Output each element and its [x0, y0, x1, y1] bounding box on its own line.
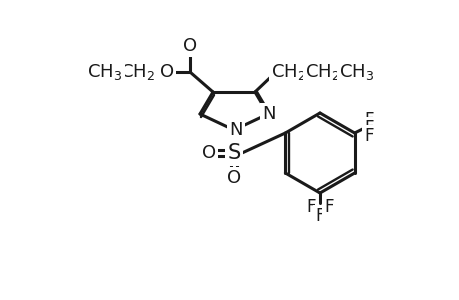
Text: CH$_3$: CH$_3$	[87, 62, 123, 82]
Text: O: O	[160, 63, 174, 81]
Text: N: N	[229, 121, 242, 139]
Text: F: F	[363, 111, 373, 129]
Text: O: O	[202, 144, 216, 162]
Text: O: O	[183, 37, 196, 55]
Text: CH$_2$: CH$_2$	[271, 62, 306, 82]
Text: O: O	[226, 169, 241, 187]
Text: F: F	[363, 127, 373, 145]
Text: F: F	[363, 119, 373, 137]
Text: F: F	[306, 198, 315, 216]
Text: F: F	[324, 198, 333, 216]
Text: CH$_2$: CH$_2$	[120, 62, 155, 82]
Text: CH$_3$: CH$_3$	[339, 62, 374, 82]
Text: F: F	[314, 207, 324, 225]
Text: S: S	[227, 143, 240, 163]
Text: CH$_2$: CH$_2$	[305, 62, 340, 82]
Text: N: N	[262, 105, 275, 123]
